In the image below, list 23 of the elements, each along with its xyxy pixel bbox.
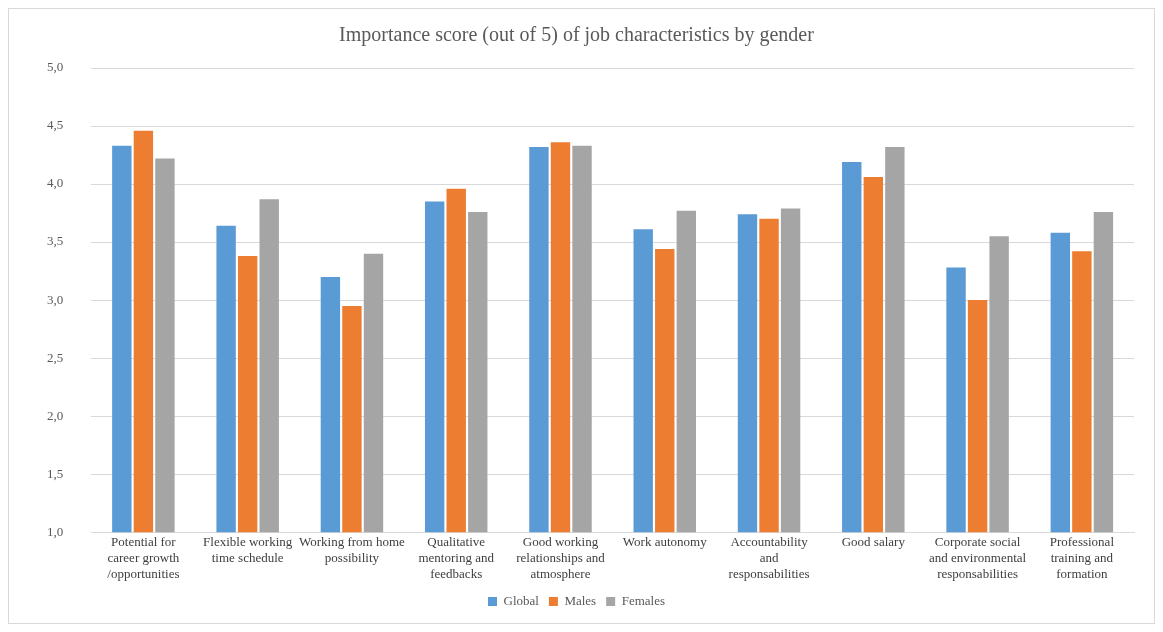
y-tick-label: 4,5	[47, 117, 64, 133]
y-tick-label: 4,0	[47, 175, 64, 191]
x-tick-label: Work autonomy	[622, 534, 708, 550]
y-tick-label: 3,0	[47, 291, 64, 307]
x-tick-label: Good salary	[841, 534, 906, 550]
x-tick-label: Good working relationships and atmosphere	[516, 534, 606, 581]
legend-label: Males	[564, 592, 597, 608]
x-tick-label: Working from home possibility	[299, 534, 406, 566]
y-tick-label: 2,5	[47, 349, 64, 365]
legend-label: Females	[621, 592, 665, 608]
y-tick-label: 5,0	[47, 59, 64, 75]
chart-title: Importance score (out of 5) of job characteristics by gender	[339, 23, 815, 47]
y-tick-label: 2,0	[47, 407, 64, 423]
x-tick-label: Flexible working time schedule	[203, 534, 293, 566]
y-tick-label: 1,5	[47, 465, 64, 481]
x-tick-label: Potential for career growth /opportunities	[107, 534, 180, 581]
x-tick-label: Qualitative mentoring and feedbacks	[418, 534, 495, 581]
y-tick-label: 3,5	[47, 233, 64, 249]
x-tick-label: Accountability and responsabilities	[728, 534, 810, 581]
legend-label: Global	[503, 592, 540, 608]
x-tick-label: Corporate social and environmental responsabilities	[929, 534, 1027, 581]
x-tick-label: Professional training and formation	[1049, 534, 1115, 581]
y-tick-label: 1,0	[47, 523, 64, 539]
